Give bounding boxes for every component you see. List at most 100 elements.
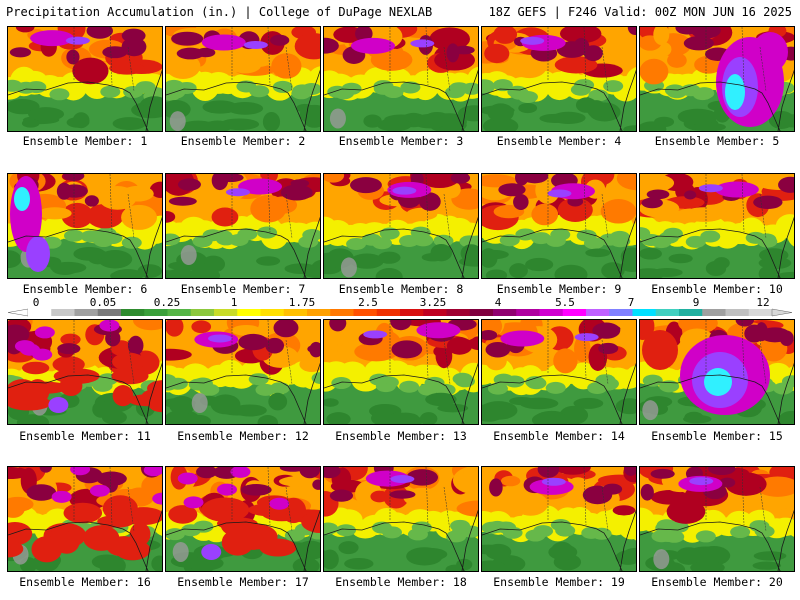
precip-field [640,467,794,571]
precip-field [8,27,162,131]
colorbar-tick-label: 0.05 [89,296,117,309]
colorbar-swatch [655,309,680,316]
run-valid-time: 18Z GEFS | F246 Valid: 00Z MON JUN 16 20… [488,5,792,19]
ensemble-member-label: Ensemble Member: 17 [177,575,309,589]
colorbar-tick-label: 1.75 [288,296,316,309]
precip-field [166,320,320,424]
colorbar-swatch [539,309,564,316]
ensemble-member-label: Ensemble Member: 19 [493,575,625,589]
colorbar-swatch [144,309,168,316]
ensemble-member-map [323,466,479,572]
precip-field [482,27,636,131]
colorbar-swatch [376,309,401,316]
ensemble-member-map [323,26,479,132]
colorbar-swatch [97,309,122,316]
ensemble-member-label: Ensemble Member: 3 [338,134,464,148]
precip-field [482,467,636,571]
ensemble-member-label: Ensemble Member: 12 [177,429,309,443]
ensemble-member-map [481,173,637,279]
ensemble-member-label: Ensemble Member: 14 [493,429,625,443]
colorbar-swatch [190,309,215,316]
ensemble-member-label: Ensemble Member: 1 [22,134,148,148]
colorbar-tick-label: 3.25 [419,296,447,309]
ensemble-member-map [639,319,795,425]
colorbar-swatch [74,309,99,316]
ensemble-member-map [481,26,637,132]
colorbar-swatch [493,309,517,316]
colorbar-swatch [609,309,633,316]
colorbar-tick-label: 12 [756,296,770,309]
precip-field [8,174,162,278]
ensemble-member-label: Ensemble Member: 4 [496,134,622,148]
colorbar-swatch [748,309,773,316]
precip-field [482,320,636,424]
ensemble-member-map [165,466,321,572]
ensemble-member-map [7,319,163,425]
ensemble-member-label: Ensemble Member: 18 [335,575,467,589]
colorbar-tick-label: 1 [230,296,238,309]
colorbar-tick-label: 0.25 [153,296,181,309]
colorbar-swatch [679,309,703,316]
ensemble-member-label: Ensemble Member: 13 [335,429,467,443]
precip-field [324,174,478,278]
precip-field [8,320,162,424]
ensemble-member-label: Ensemble Member: 9 [496,282,622,296]
precip-field [166,27,320,131]
ensemble-member-map [7,173,163,279]
ensemble-member-map [481,466,637,572]
colorbar-swatch [516,309,540,316]
ensemble-member-label: Ensemble Member: 10 [651,282,783,296]
ensemble-member-label: Ensemble Member: 5 [654,134,780,148]
colorbar-tick-label: 0 [32,296,40,309]
colorbar-swatch [330,309,354,316]
ensemble-member-map [7,26,163,132]
ensemble-member-label: Ensemble Member: 7 [180,282,306,296]
colorbar-swatch [562,309,587,316]
ensemble-member-map [639,26,795,132]
ensemble-member-map [165,26,321,132]
colorbar-swatch [28,309,52,316]
colorbar-swatch [446,309,471,316]
ensemble-member-map [481,319,637,425]
colorbar-swatch [283,309,308,316]
ensemble-member-map [323,173,479,279]
ensemble-member-label: Ensemble Member: 6 [22,282,148,296]
colorbar-swatch [469,309,494,316]
ensemble-member-label: Ensemble Member: 20 [651,575,783,589]
precip-field [640,320,794,424]
colorbar-tick-label: 2.5 [358,296,378,309]
colorbar-swatch [632,309,657,316]
ensemble-member-map [165,319,321,425]
map-title: Precipitation Accumulation (in.) | Colle… [6,5,433,19]
colorbar-swatch [353,309,378,316]
ensemble-member-label: Ensemble Member: 2 [180,134,306,148]
ensemble-member-label: Ensemble Member: 8 [338,282,464,296]
precip-field [324,467,478,571]
colorbar-tick-label: 9 [692,296,700,309]
colorbar-tick-label: 4 [494,296,502,309]
ensemble-member-map [639,466,795,572]
ensemble-member-map [639,173,795,279]
colorbar-swatch [423,309,447,316]
colorbar-swatch [121,309,145,316]
colorbar-swatch [702,309,726,316]
ensemble-member-label: Ensemble Member: 15 [651,429,783,443]
precip-field [324,27,478,131]
precip-field [166,174,320,278]
precip-colorbar [7,308,793,317]
colorbar-swatch [51,309,75,316]
ensemble-member-map [165,173,321,279]
precip-field [482,174,636,278]
precip-field [640,174,794,278]
precip-field [324,320,478,424]
colorbar-swatch [586,309,610,316]
colorbar-swatch [725,309,750,316]
ensemble-member-label: Ensemble Member: 11 [19,429,151,443]
colorbar-swatch [260,309,285,316]
colorbar-swatch [237,309,261,316]
precip-field [166,467,320,571]
colorbar-tick-label: 5.5 [555,296,575,309]
colorbar-swatch [214,309,238,316]
precip-field [8,467,162,571]
colorbar-swatch [307,309,331,316]
